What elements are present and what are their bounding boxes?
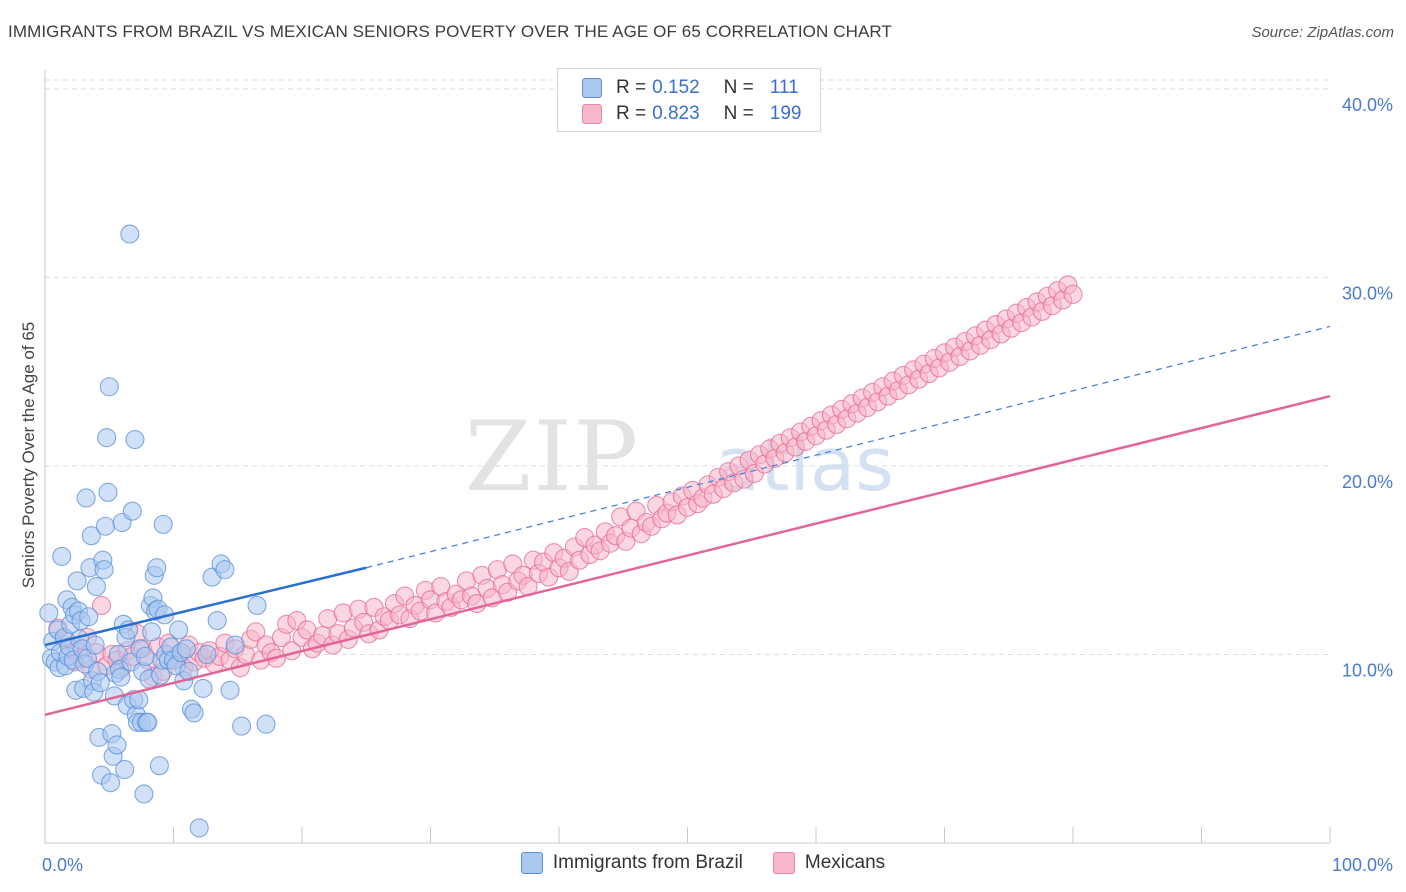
n-value-brazil: 111: [769, 77, 799, 98]
point-brazil-101: [197, 644, 217, 665]
series-legend: Immigrants from Brazil Mexicans: [0, 852, 1406, 874]
point-brazil-71: [135, 646, 155, 666]
point-mexicans-9: [91, 595, 112, 615]
point-brazil-36: [90, 673, 110, 693]
point-brazil-61: [122, 501, 142, 521]
legend-item-brazil: Immigrants from Brazil: [520, 852, 743, 874]
point-brazil-27: [79, 607, 99, 627]
point-brazil-25: [76, 488, 96, 508]
legend-swatch-mexicans: [772, 852, 795, 874]
point-brazil-18: [67, 571, 87, 591]
legend-label-mexicans: Mexicans: [804, 852, 886, 873]
point-brazil-73: [138, 712, 158, 732]
legend-swatch-brazil: [520, 852, 543, 874]
legend-swatch-mexicans: [582, 104, 602, 124]
point-brazil-0: [39, 603, 59, 623]
point-brazil-108: [232, 716, 252, 736]
legend-item-mexicans: Mexicans: [772, 852, 886, 874]
trend-line-brazil-dashed: [366, 325, 1331, 569]
point-brazil-99: [189, 818, 209, 838]
point-brazil-70: [134, 784, 154, 804]
trend-lines: [44, 325, 1331, 717]
point-brazil-42: [98, 482, 118, 502]
point-brazil-33: [86, 577, 106, 597]
point-brazil-109: [247, 595, 267, 615]
stats-legend-row-mexicans: R = 0.823 N = 199: [582, 102, 801, 126]
point-brazil-76: [142, 622, 162, 642]
point-mexicans-198: [1063, 284, 1083, 304]
point-brazil-107: [225, 635, 245, 655]
trend-line-brazil-solid: [44, 566, 367, 647]
chart-title: IMMIGRANTS FROM BRAZIL VS MEXICAN SENIOR…: [8, 22, 892, 41]
series-mexicans: [48, 275, 1083, 687]
trend-line-mexicans: [44, 394, 1331, 717]
point-brazil-82: [149, 756, 169, 776]
watermark-zip: ZIP: [465, 401, 640, 513]
point-brazil-85: [153, 514, 173, 534]
point-brazil-7: [52, 546, 72, 566]
x-tick-label-max: 100.0%: [1332, 855, 1393, 875]
point-brazil-40: [95, 516, 115, 536]
n-label: N =: [723, 103, 754, 124]
legend-label-brazil: Immigrants from Brazil: [552, 852, 743, 873]
point-brazil-41: [97, 428, 117, 448]
r-value-mexicans: 0.823: [652, 103, 700, 124]
point-brazil-92: [169, 620, 189, 640]
n-label: N =: [723, 77, 754, 98]
stats-legend: R = 0.152 N = 111 R = 0.823 N = 199: [557, 68, 821, 132]
y-tick-label-3: 40.0%: [1342, 95, 1393, 115]
point-brazil-103: [207, 610, 227, 631]
point-brazil-32: [85, 635, 105, 655]
tick-labels: 10.0% 20.0% 30.0% 40.0% 0.0% 100.0%: [42, 95, 1393, 875]
point-brazil-110: [256, 714, 276, 734]
point-brazil-105: [215, 560, 235, 580]
legend-swatch-brazil: [582, 78, 602, 98]
point-brazil-80: [147, 558, 167, 578]
data-points: [39, 224, 1083, 838]
y-tick-label-1: 20.0%: [1342, 472, 1393, 492]
n-value-mexicans: 199: [769, 103, 802, 124]
stats-legend-row-brazil: R = 0.152 N = 111: [582, 76, 799, 100]
series-brazil: [39, 224, 276, 838]
point-brazil-49: [107, 735, 127, 755]
point-mexicans-39: [246, 622, 266, 642]
point-brazil-52: [111, 667, 131, 687]
point-brazil-63: [125, 429, 145, 450]
point-brazil-55: [115, 759, 135, 780]
r-label: R =: [616, 77, 647, 98]
y-axis-label: Seniors Poverty Over the Age of 65: [19, 322, 38, 588]
x-tick-label-min: 0.0%: [42, 855, 83, 875]
y-tick-label-2: 30.0%: [1342, 283, 1393, 303]
point-brazil-98: [184, 703, 204, 723]
point-brazil-106: [220, 680, 240, 700]
point-brazil-59: [120, 224, 140, 244]
point-brazil-100: [193, 678, 213, 698]
y-tick-label-0: 10.0%: [1342, 660, 1393, 680]
source-label: Source: ZipAtlas.com: [1251, 24, 1394, 41]
point-brazil-44: [100, 773, 121, 793]
point-brazil-95: [176, 639, 196, 659]
gridlines: [45, 79, 1330, 655]
point-brazil-43: [99, 377, 119, 397]
r-label: R =: [616, 103, 647, 124]
point-brazil-29: [81, 526, 101, 546]
point-brazil-39: [94, 560, 114, 580]
r-value-brazil: 0.152: [652, 77, 700, 98]
point-brazil-96: [179, 661, 199, 681]
